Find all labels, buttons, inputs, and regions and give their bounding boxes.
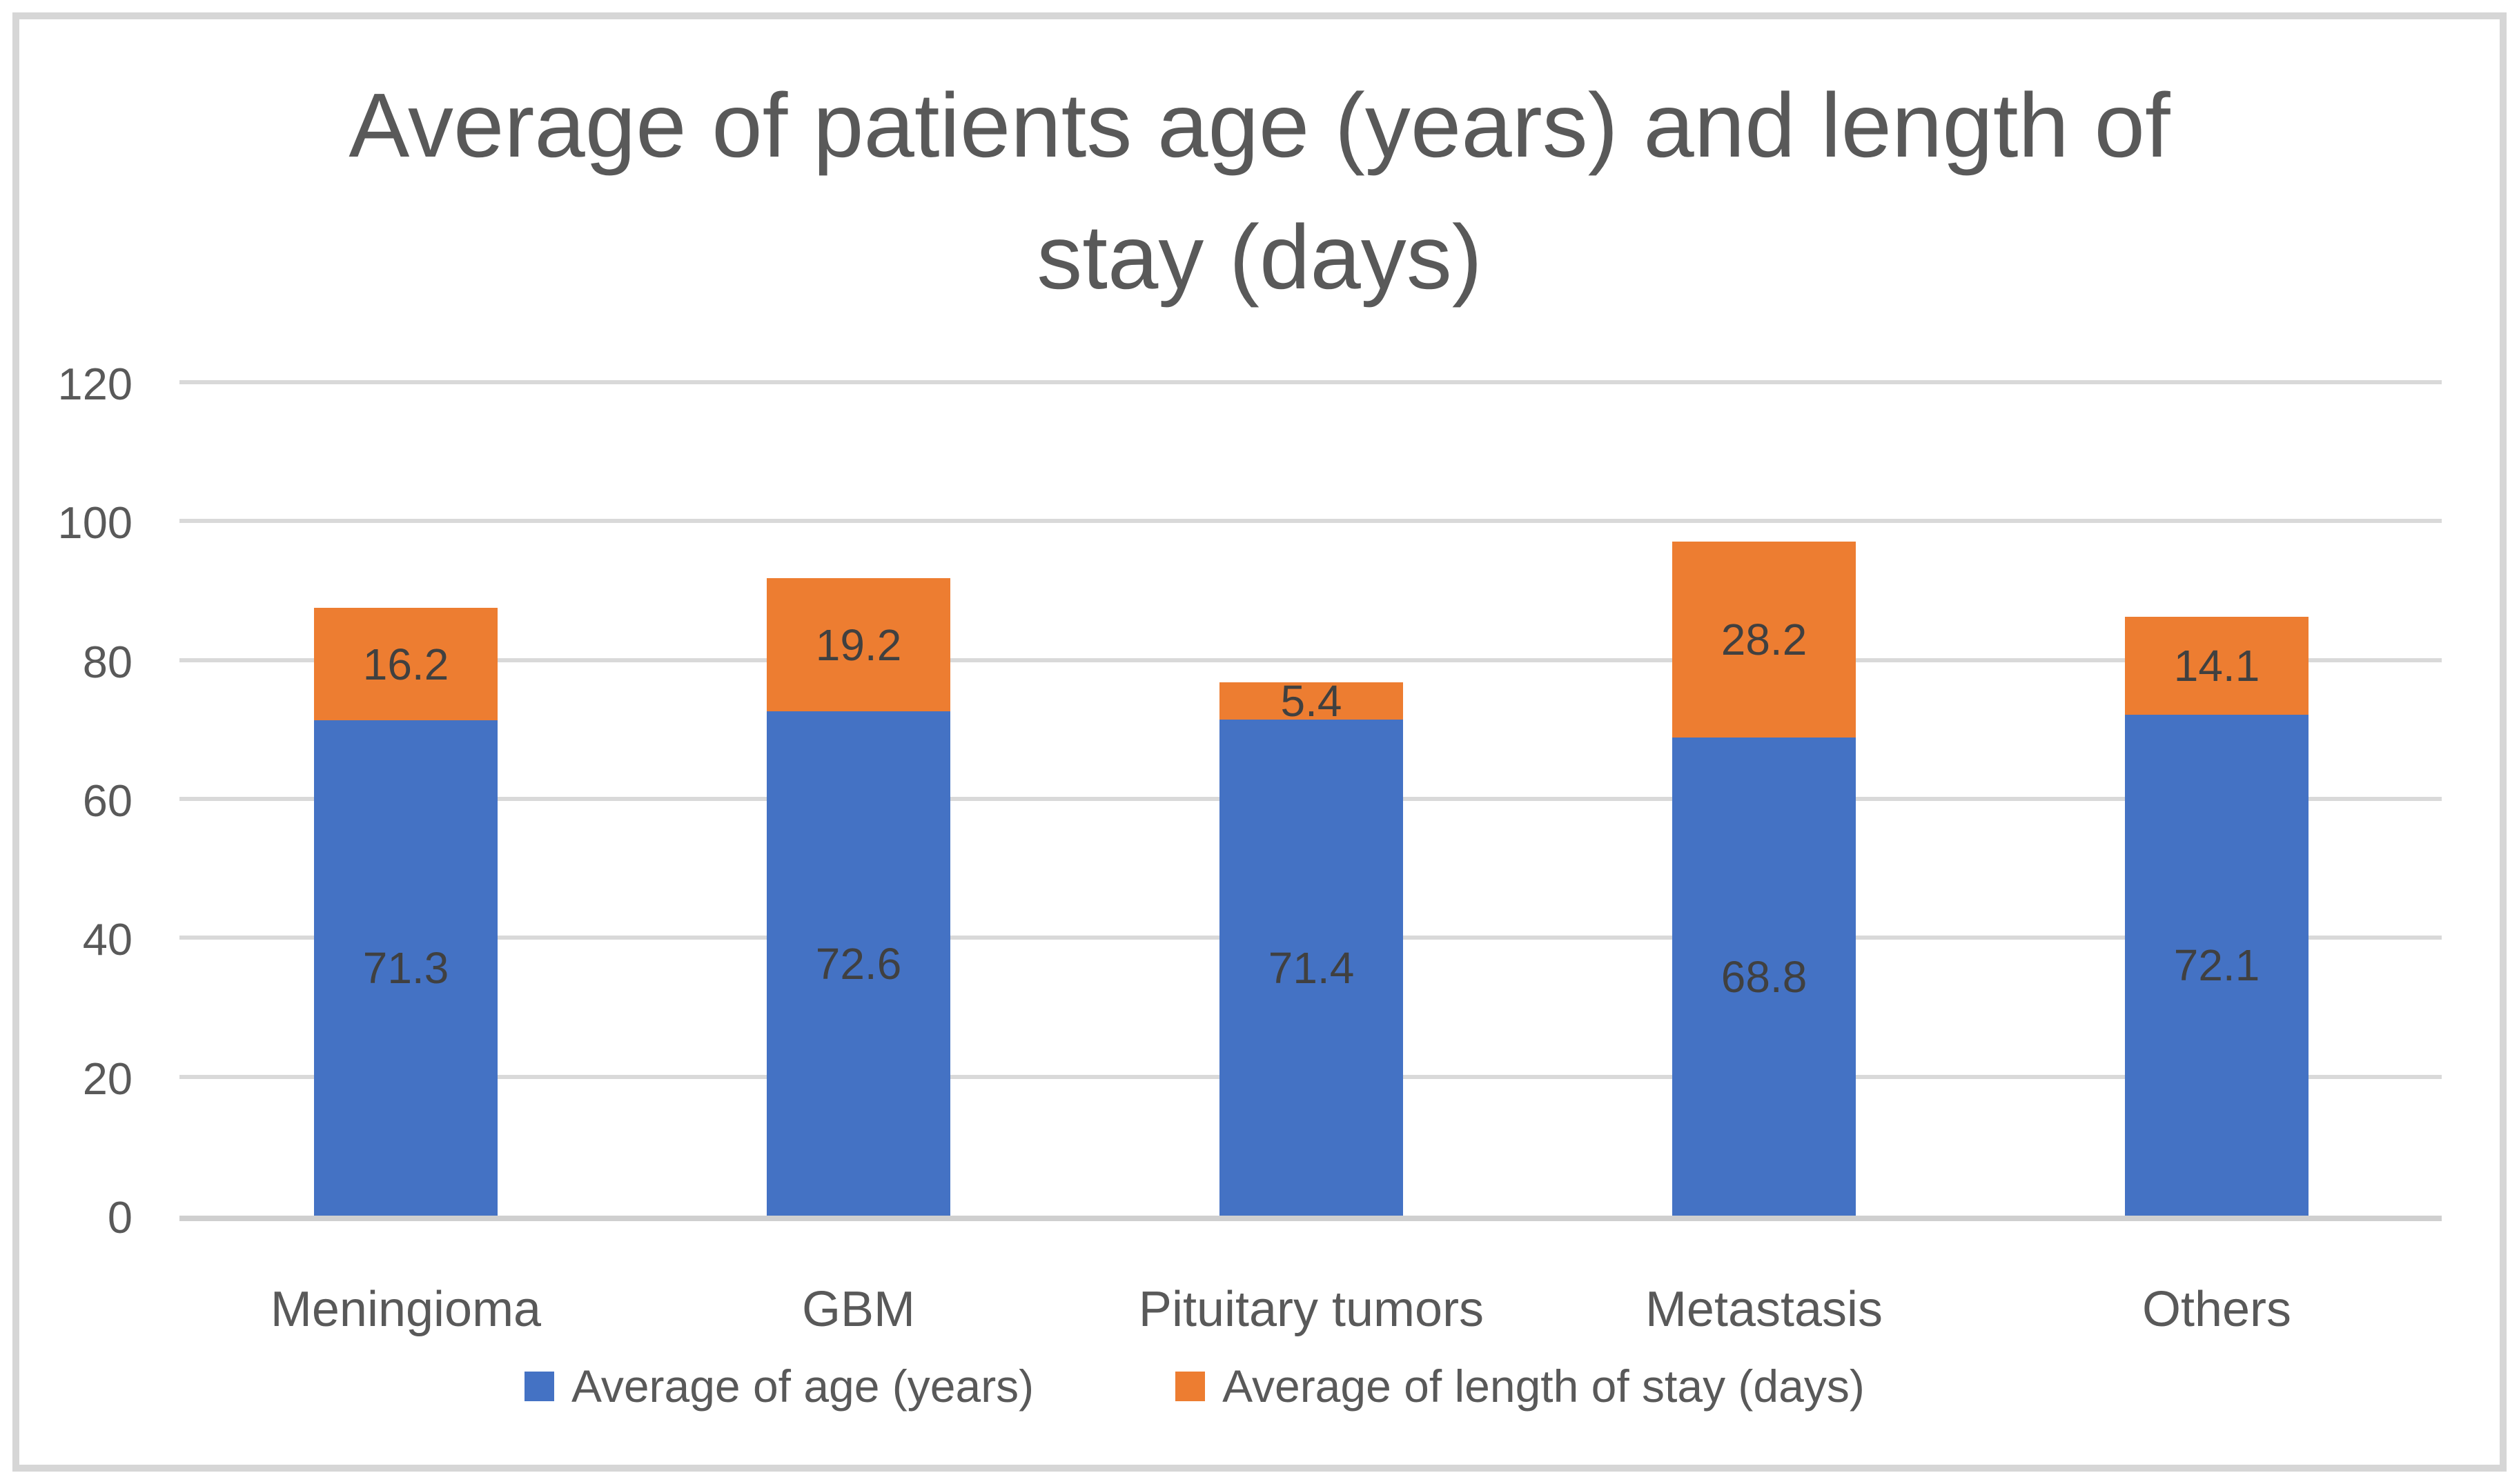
x-axis-line: [179, 1216, 2442, 1221]
bar-segment-age: [767, 711, 950, 1216]
bar-segment-age: [1672, 738, 1856, 1216]
data-label-length-of-stay: 16.2: [362, 639, 449, 689]
bar-segment-length-of-stay: [2125, 617, 2309, 715]
bar-segment-length-of-stay: [314, 608, 498, 720]
data-label-length-of-stay: 14.1: [2173, 641, 2260, 691]
x-axis-category-label: Others: [2141, 1282, 2292, 1337]
data-label-length-of-stay: 19.2: [815, 620, 902, 670]
y-axis-tick-label: 40: [82, 914, 133, 965]
gridline: [179, 657, 2442, 662]
x-axis-category-label: Metastasis: [1645, 1282, 1883, 1337]
legend-label: Average of length of stay (days): [1222, 1361, 1865, 1412]
y-axis-tick-label: 120: [57, 359, 133, 409]
data-label-length-of-stay: 5.4: [1280, 676, 1342, 726]
bar-segment-length-of-stay: [1672, 542, 1856, 738]
data-label-age: 71.4: [1268, 942, 1355, 993]
legend-swatch-icon: [525, 1371, 554, 1401]
x-axis-category-label: Meningioma: [270, 1282, 542, 1337]
bar-segment-age: [1219, 720, 1403, 1216]
y-axis-tick-label: 20: [82, 1053, 133, 1104]
data-label-age: 71.3: [362, 943, 449, 993]
legend-swatch-icon: [1175, 1371, 1206, 1401]
legend-item: Average of length of stay (days): [1175, 1356, 1865, 1416]
y-axis-tick-label: 60: [82, 775, 133, 826]
data-label-age: 72.1: [2173, 940, 2260, 990]
legend-item: Average of age (years): [525, 1356, 1034, 1416]
legend: Average of age (years) Average of length …: [525, 1356, 1865, 1416]
gridline: [179, 519, 2442, 524]
bar-segment-age: [2125, 715, 2309, 1216]
bar-segment-length-of-stay: [767, 578, 950, 711]
bar-segment-length-of-stay: [1219, 682, 1403, 720]
chart-title: Average of patients age (years) and leng…: [349, 75, 2170, 308]
y-axis-tick-label: 0: [107, 1192, 133, 1243]
gridline: [179, 380, 2442, 384]
y-axis-tick-label: 80: [82, 636, 133, 687]
legend-label: Average of age (years): [571, 1361, 1035, 1412]
x-axis-category-label: Pituitary tumors: [1138, 1282, 1484, 1337]
x-axis-category-label: GBM: [801, 1282, 915, 1337]
y-axis-tick-label: 100: [57, 497, 133, 548]
data-label-age: 72.6: [815, 938, 902, 989]
data-label-length-of-stay: 28.2: [1721, 615, 1807, 664]
bar-segment-age: [314, 720, 498, 1216]
data-label-age: 68.8: [1721, 951, 1807, 1002]
